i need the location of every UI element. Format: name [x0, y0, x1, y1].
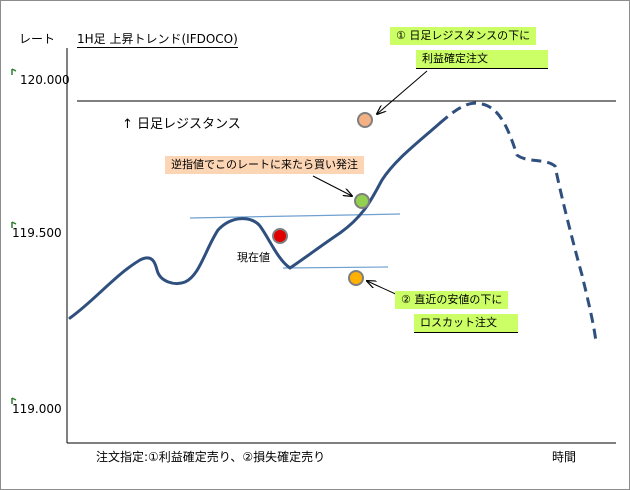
y-tick-120000: 120.000: [20, 73, 70, 87]
stop-loss-callout-line2: ロスカット注文: [414, 314, 518, 333]
tick-marker-119500: [11, 221, 17, 228]
price-forecast-line: [439, 101, 598, 343]
stop-loss-callout-line1: ② 直近の安値の下に: [395, 291, 509, 309]
tick-marker-120000: [11, 68, 17, 75]
lower-trend-line: [282, 266, 389, 269]
entry-callout: 逆指値でこのレートに来たら買い発注: [165, 156, 364, 174]
y-axis-label: レート: [19, 32, 56, 46]
resistance-label: ↑ 日足レジスタンス: [122, 117, 241, 132]
take-profit-dot: [357, 112, 373, 128]
price-line: [68, 121, 442, 320]
take-profit-callout-line2: 利益確定注文: [416, 50, 548, 69]
tick-marker-119000: [11, 397, 17, 404]
take-profit-callout-line1: ① 日足レジスタンスの下に: [390, 27, 537, 45]
stop-loss-pointer-arrow: [367, 281, 401, 297]
current-price-dot: [272, 228, 288, 244]
current-price-label: 現在値: [237, 251, 270, 264]
stop-loss-dot: [348, 270, 364, 286]
y-tick-119000: 119.000: [12, 402, 62, 416]
chart-title: 1H足 上昇トレンド(IFDOCO): [77, 32, 238, 48]
footer-note: 注文指定:①利益確定売り、②損失確定売り: [96, 450, 326, 464]
y-tick-119500: 119.500: [12, 226, 62, 240]
entry-dot: [354, 193, 370, 209]
upper-trend-line: [189, 213, 401, 219]
take-profit-pointer-arrow: [377, 70, 428, 114]
x-axis-label: 時間: [552, 450, 577, 464]
entry-pointer-arrow: [312, 175, 352, 196]
